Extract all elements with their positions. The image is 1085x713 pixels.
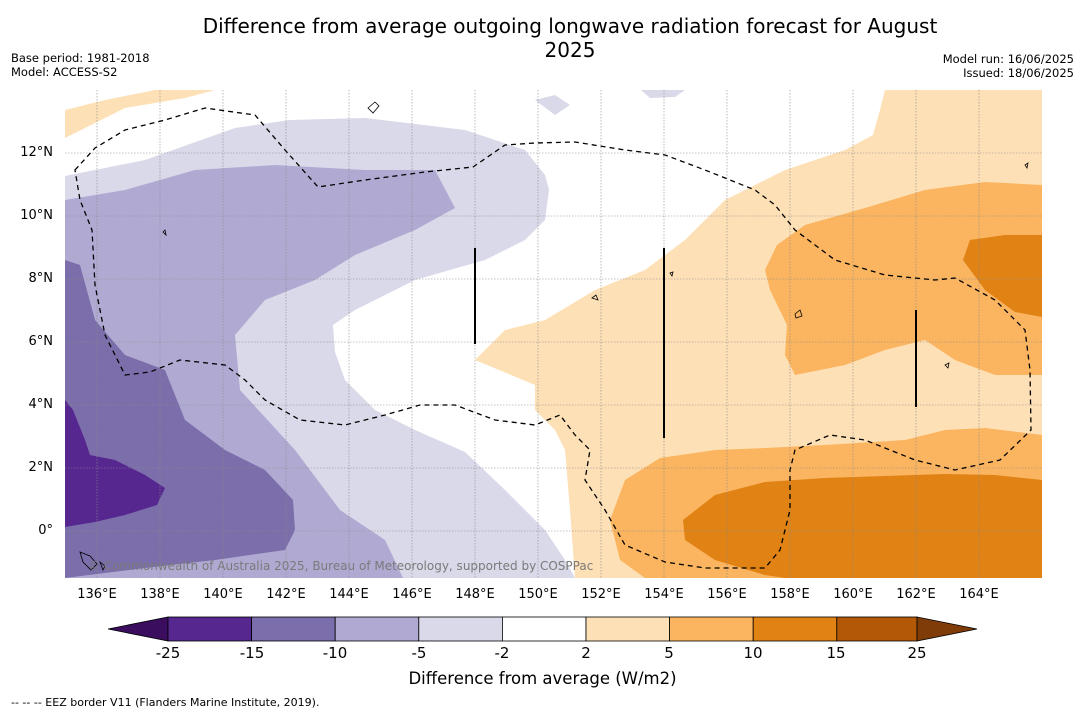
footnote-eez: -- -- -- EEZ border V11 (Flanders Marine…: [11, 696, 320, 709]
lon-label-154e: 154°E: [644, 587, 684, 602]
model-name: Model: ACCESS-S2: [11, 65, 118, 79]
lon-label-158e: 158°E: [770, 587, 810, 602]
colorbar-bin-4: [418, 616, 503, 642]
lat-label-0: 0°: [38, 523, 53, 538]
lon-label-142e: 142°E: [266, 587, 306, 602]
colorbar-bin-3: [334, 616, 420, 642]
lon-label-138e: 138°E: [140, 587, 180, 602]
map-title: Difference from average outgoing longwav…: [200, 14, 940, 62]
lon-label-156e: 156°E: [707, 587, 747, 602]
colorbar-tick: 2: [581, 644, 591, 662]
lat-label-6n: 6°N: [28, 334, 54, 349]
grid-lines: [65, 90, 1042, 578]
lon-label-140e: 140°E: [203, 587, 243, 602]
base-period: Base period: 1981-2018: [11, 51, 150, 65]
lat-label-12n: 12°N: [20, 145, 53, 160]
colorbar-tick: -15: [239, 644, 265, 662]
copyright-notice: © Commonwealth of Australia 2025, Bureau…: [88, 559, 594, 573]
colorbar-tick: 25: [907, 644, 927, 662]
colorbar-label: Difference from average (W/m2): [408, 669, 677, 688]
colorbar-bin-5: [501, 616, 587, 642]
lon-label-160e: 160°E: [833, 587, 873, 602]
colorbar-bin-7: [669, 616, 754, 642]
colorbar-bin-1: [167, 616, 252, 642]
map-panel: [65, 90, 1042, 578]
colorbar-tick: -5: [411, 644, 427, 662]
region-light-purple-top: [535, 90, 685, 115]
colorbar-max-arrow: [916, 616, 978, 642]
region-dark-orange-ne: [963, 235, 1042, 317]
colorbar-tick: -2: [494, 644, 510, 662]
colorbar-tick: -25: [155, 644, 181, 662]
colorbar-tick: -10: [322, 644, 348, 662]
lat-label-8n: 8°N: [28, 271, 54, 286]
lon-label-162e: 162°E: [896, 587, 936, 602]
colorbar: [107, 616, 978, 648]
region-medium-orange-ne: [765, 182, 1042, 375]
region-light-orange: [65, 90, 215, 138]
lon-label-164e: 164°E: [959, 587, 999, 602]
map-svg: [65, 90, 1042, 578]
colorbar-tick: 5: [664, 644, 674, 662]
colorbar-svg: [107, 616, 978, 642]
eez-border: [74, 107, 1032, 569]
lon-label-136e: 136°E: [77, 587, 117, 602]
colorbar-tick: 15: [826, 644, 846, 662]
lat-label-2n: 2°N: [28, 460, 54, 475]
lon-label-146e: 146°E: [392, 587, 432, 602]
colorbar-bin-8: [752, 616, 838, 642]
map-title-text: Difference from average outgoing longwav…: [202, 14, 938, 62]
region-dark-orange-se: [683, 474, 1042, 578]
colorbar-bin-9: [836, 616, 918, 642]
islands: [79, 101, 1029, 571]
lon-label-152e: 152°E: [581, 587, 621, 602]
colorbar-tick: 10: [743, 644, 763, 662]
issued-date: Issued: 18/06/2025: [963, 66, 1074, 80]
meta-left: Base period: 1981-2018 Model: ACCESS-S2: [11, 51, 150, 79]
meta-right: Model run: 16/06/2025 Issued: 18/06/2025: [943, 52, 1074, 80]
lon-label-144e: 144°E: [329, 587, 369, 602]
colorbar-bin-6: [585, 616, 670, 642]
colorbar-bin-2: [251, 616, 336, 642]
reference-lines: [474, 248, 917, 438]
model-run: Model run: 16/06/2025: [942, 52, 1074, 66]
lat-label-10n: 10°N: [20, 208, 53, 223]
colorbar-min-arrow: [107, 616, 169, 642]
lon-label-150e: 150°E: [518, 587, 558, 602]
lat-label-4n: 4°N: [28, 397, 54, 412]
region-dark-purple: [65, 400, 165, 527]
lon-label-148e: 148°E: [455, 587, 495, 602]
